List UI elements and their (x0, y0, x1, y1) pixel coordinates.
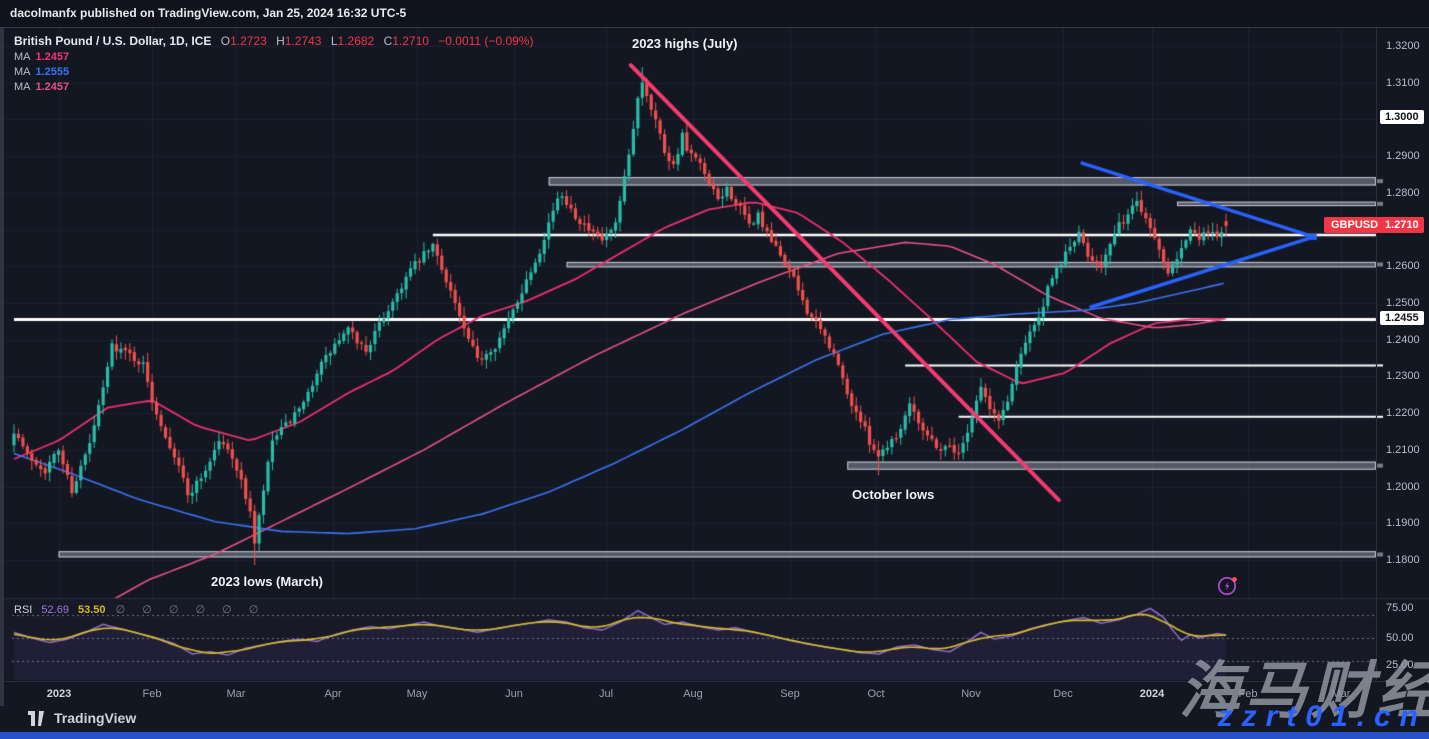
time-axis-label: Nov (961, 688, 981, 700)
price-axis-level-badge: 1.3000 (1380, 110, 1424, 125)
rsi-value: 52.69 (41, 604, 69, 616)
price-axis-label: 1.2800 (1386, 186, 1420, 199)
ma-value: 1.2457 (35, 51, 70, 63)
minds-flash-icon[interactable] (1216, 573, 1240, 602)
ma-label: MA (14, 51, 31, 63)
rsi-axis-label: 50.00 (1386, 632, 1414, 644)
time-axis-label: Jul (598, 688, 614, 700)
symbol-title[interactable]: British Pound / U.S. Dollar, 1D, ICE (14, 34, 212, 48)
time-axis-label: Jun (505, 688, 523, 700)
publish-info-text: dacolmanfx published on TradingView.com,… (10, 6, 407, 20)
time-axis-label: Aug (683, 688, 703, 700)
price-axis-label: 1.2200 (1386, 407, 1420, 420)
price-axis-label: 1.2500 (1386, 297, 1420, 309)
rsi-empty-markers: ∅ ∅ ∅ ∅ ∅ ∅ (115, 604, 266, 616)
time-axis-label: 2023 (46, 688, 72, 700)
ma-label: MA (14, 81, 31, 93)
time-axis-label: Mar (1331, 688, 1351, 700)
tradingview-brand-link[interactable]: TradingView (28, 710, 136, 726)
price-chart-canvas[interactable] (4, 28, 1429, 706)
watermark-chinese: 海马财经 (1178, 657, 1429, 726)
high-value: 1.2743 (284, 34, 322, 48)
close-label: C (383, 34, 393, 48)
price-axis-label: 1.3100 (1386, 76, 1420, 89)
time-axis-label: Feb (1238, 688, 1258, 700)
rsi-header[interactable]: RSI 52.69 53.50 ∅ ∅ ∅ ∅ ∅ ∅ (14, 603, 265, 616)
footer-bar: TradingView (0, 707, 1429, 732)
change-value: −0.0011 (−0.09%) (438, 34, 534, 48)
low-label: L (330, 34, 338, 48)
tradingview-brand-text: TradingView (54, 710, 137, 726)
price-axis-label: 1.1800 (1386, 554, 1420, 566)
open-value: 1.2723 (230, 34, 267, 48)
ma-legend-row-1[interactable]: MA 1.2457 (14, 51, 533, 63)
time-axis-label: Apr (324, 688, 342, 700)
symbol-price-flag: GBPUSD (1324, 216, 1386, 233)
time-axis-label: Oct (867, 688, 885, 700)
time-axis-label: May (406, 688, 428, 700)
ma-value: 1.2457 (35, 81, 70, 93)
price-axis-label: 1.3200 (1386, 40, 1420, 52)
current-price-badge: 1.2710 (1380, 216, 1424, 233)
time-axis[interactable]: 2023 Feb Mar Apr May Jun Jul Aug Sep Oct Nov Dec 202… (4, 681, 1429, 707)
price-axis-label: 1.2900 (1386, 150, 1420, 163)
chart-legend: British Pound / U.S. Dollar, 1D, ICE O1.… (14, 34, 533, 93)
rsi-axis-label: 75.00 (1386, 602, 1414, 614)
price-axis-label: 1.1900 (1386, 517, 1420, 530)
annotation-october-lows[interactable]: October lows (852, 487, 935, 502)
open-label: O (220, 34, 231, 48)
chart-frame: British Pound / U.S. Dollar, 1D, ICE O1.… (0, 28, 1429, 733)
bottom-accent-bar (0, 732, 1429, 739)
price-axis-label: 1.2300 (1386, 370, 1420, 383)
price-axis-label: 1.2400 (1386, 333, 1420, 346)
annotation-2023-highs[interactable]: 2023 highs (July) (632, 36, 738, 51)
rsi-ma-value: 53.50 (78, 604, 106, 616)
close-value: 1.2710 (392, 34, 429, 48)
ma-label: MA (14, 66, 31, 78)
watermark-url: zzrt01.cn (1217, 700, 1427, 733)
time-axis-label: Feb (142, 688, 162, 700)
high-label: H (276, 34, 285, 48)
ma-legend-row-3[interactable]: MA 1.2457 (14, 81, 533, 93)
time-axis-label: 2024 (1139, 688, 1165, 700)
price-axis[interactable]: 1.3200 1.3100 1.3000 1.2900 1.2800 1.2600 1.25… (1376, 28, 1429, 680)
time-axis-label: Sep (780, 688, 800, 700)
rsi-axis-label: 25.00 (1386, 659, 1414, 671)
publish-info-bar: dacolmanfx published on TradingView.com,… (0, 0, 1429, 28)
ma-value: 1.2555 (35, 66, 70, 78)
price-axis-level-badge: 1.2455 (1380, 310, 1424, 325)
rsi-label: RSI (14, 604, 33, 616)
price-axis-label: 1.2100 (1386, 443, 1420, 456)
time-axis-label: Mar (226, 688, 246, 700)
annotation-2023-lows[interactable]: 2023 lows (March) (211, 574, 323, 589)
symbol-legend-row: British Pound / U.S. Dollar, 1D, ICE O1.… (14, 34, 533, 48)
time-axis-label: Dec (1053, 688, 1073, 700)
low-value: 1.2682 (337, 34, 375, 48)
price-axis-label: 1.2000 (1386, 480, 1420, 493)
tradingview-logo-icon (28, 710, 44, 726)
ma-legend-row-2[interactable]: MA 1.2555 (14, 66, 533, 78)
price-axis-label: 1.2600 (1386, 260, 1420, 273)
